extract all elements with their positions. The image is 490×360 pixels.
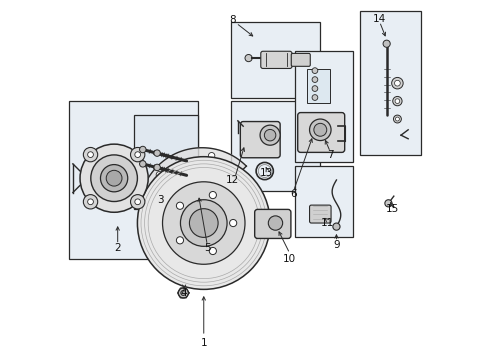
Bar xyxy=(231,22,320,98)
Circle shape xyxy=(394,80,400,86)
Circle shape xyxy=(140,161,146,167)
Circle shape xyxy=(106,170,122,186)
Circle shape xyxy=(156,171,163,178)
Circle shape xyxy=(83,148,98,162)
Bar xyxy=(307,69,330,103)
Circle shape xyxy=(154,150,160,156)
Circle shape xyxy=(147,226,153,233)
Circle shape xyxy=(245,54,252,62)
Text: 9: 9 xyxy=(333,239,340,249)
Text: 2: 2 xyxy=(114,243,121,253)
Bar xyxy=(295,51,353,162)
Text: 1: 1 xyxy=(200,338,207,348)
Circle shape xyxy=(130,195,145,209)
Circle shape xyxy=(176,202,184,209)
FancyBboxPatch shape xyxy=(298,113,344,152)
Circle shape xyxy=(137,157,270,289)
Bar xyxy=(231,101,320,191)
Circle shape xyxy=(208,153,215,159)
Text: 12: 12 xyxy=(226,175,239,185)
Circle shape xyxy=(383,40,390,47)
Circle shape xyxy=(310,119,331,140)
Circle shape xyxy=(100,165,128,192)
Bar xyxy=(134,116,198,209)
Text: 3: 3 xyxy=(157,195,164,205)
Circle shape xyxy=(135,199,141,204)
Circle shape xyxy=(180,200,227,246)
Circle shape xyxy=(312,86,318,91)
Text: 14: 14 xyxy=(373,14,386,24)
Circle shape xyxy=(230,220,237,226)
Circle shape xyxy=(176,237,184,244)
Circle shape xyxy=(392,77,403,89)
Circle shape xyxy=(385,200,392,207)
Circle shape xyxy=(333,223,340,230)
Circle shape xyxy=(393,96,402,106)
Circle shape xyxy=(163,182,245,264)
Bar xyxy=(69,101,198,259)
Circle shape xyxy=(130,148,145,162)
FancyBboxPatch shape xyxy=(310,205,331,223)
Bar xyxy=(360,12,421,155)
Circle shape xyxy=(181,291,186,296)
Polygon shape xyxy=(139,148,250,273)
Circle shape xyxy=(209,192,217,199)
Circle shape xyxy=(395,99,400,103)
Text: 5: 5 xyxy=(204,243,211,253)
FancyBboxPatch shape xyxy=(291,53,310,66)
Circle shape xyxy=(209,247,217,255)
Circle shape xyxy=(88,152,94,157)
Text: 15: 15 xyxy=(386,204,399,214)
FancyBboxPatch shape xyxy=(240,122,280,158)
Circle shape xyxy=(312,68,318,73)
Circle shape xyxy=(80,144,148,212)
Text: 7: 7 xyxy=(327,150,334,160)
Text: 6: 6 xyxy=(290,189,297,199)
Text: 4: 4 xyxy=(181,288,187,298)
Circle shape xyxy=(88,199,94,204)
Circle shape xyxy=(260,125,280,145)
Circle shape xyxy=(314,123,327,136)
Circle shape xyxy=(91,155,137,202)
Circle shape xyxy=(269,216,283,230)
Text: 10: 10 xyxy=(283,254,296,264)
Text: 13: 13 xyxy=(260,168,273,178)
Circle shape xyxy=(312,77,318,82)
Circle shape xyxy=(190,209,218,237)
Bar xyxy=(295,166,353,237)
Circle shape xyxy=(154,164,160,171)
Text: 8: 8 xyxy=(229,15,236,26)
Text: 11: 11 xyxy=(321,218,334,228)
Circle shape xyxy=(140,146,146,153)
Circle shape xyxy=(393,115,401,123)
FancyBboxPatch shape xyxy=(261,51,292,68)
Circle shape xyxy=(178,288,188,298)
Circle shape xyxy=(135,152,141,157)
Circle shape xyxy=(265,130,276,141)
Circle shape xyxy=(312,95,318,100)
FancyBboxPatch shape xyxy=(255,210,291,238)
Circle shape xyxy=(395,117,399,121)
Circle shape xyxy=(83,195,98,209)
